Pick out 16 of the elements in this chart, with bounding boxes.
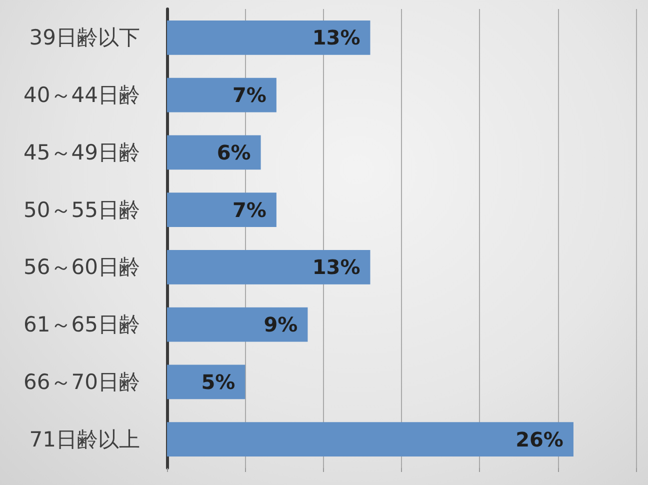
data-label: 6% <box>216 140 251 164</box>
y-tick-label: 39日齢以下 <box>29 26 140 50</box>
data-label: 7% <box>232 83 266 108</box>
y-tick-label: 40～44日齢 <box>24 83 140 108</box>
data-label: 9% <box>264 312 298 337</box>
y-tick-label: 45～49日齢 <box>24 140 140 164</box>
data-label: 5% <box>201 370 236 394</box>
y-tick-label: 71日齢以上 <box>29 427 140 452</box>
y-tick-label: 66～70日齢 <box>24 370 140 394</box>
data-label: 7% <box>232 198 266 222</box>
y-tick-label: 61～65日齢 <box>24 312 140 337</box>
data-label: 13% <box>312 255 360 280</box>
data-label: 26% <box>516 427 564 452</box>
y-tick-label: 50～55日齢 <box>24 198 140 222</box>
y-tick-label: 56～60日齢 <box>24 255 140 280</box>
data-label: 13% <box>312 26 360 50</box>
